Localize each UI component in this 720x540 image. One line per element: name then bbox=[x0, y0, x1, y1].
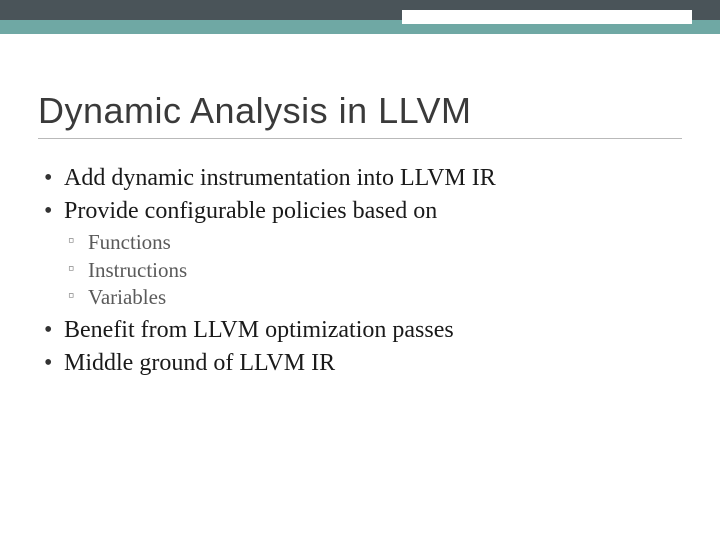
bullet-text: Add dynamic instrumentation into LLVM IR bbox=[64, 165, 496, 191]
bullet-text: Benefit from LLVM optimization passes bbox=[64, 317, 454, 343]
sub-bullet-text: Instructions bbox=[88, 258, 187, 282]
sub-bullet-item: Functions bbox=[64, 229, 682, 256]
decorative-top-band bbox=[0, 0, 720, 36]
slide-content: Dynamic Analysis in LLVM Add dynamic ins… bbox=[38, 90, 682, 382]
sub-bullet-list: Functions Instructions Variables bbox=[64, 229, 682, 311]
sub-bullet-item: Variables bbox=[64, 284, 682, 311]
bullet-item: Provide configurable policies based on F… bbox=[38, 196, 682, 311]
sub-bullet-text: Functions bbox=[88, 230, 171, 254]
slide-title: Dynamic Analysis in LLVM bbox=[38, 90, 682, 132]
band-white-inset bbox=[402, 10, 692, 24]
bullet-text: Middle ground of LLVM IR bbox=[64, 350, 335, 376]
bullet-text: Provide configurable policies based on bbox=[64, 198, 437, 224]
title-underline bbox=[38, 138, 682, 139]
bullet-list: Add dynamic instrumentation into LLVM IR… bbox=[38, 163, 682, 380]
sub-bullet-text: Variables bbox=[88, 285, 166, 309]
bullet-item: Benefit from LLVM optimization passes bbox=[38, 315, 682, 346]
sub-bullet-item: Instructions bbox=[64, 257, 682, 284]
bullet-item: Middle ground of LLVM IR bbox=[38, 348, 682, 379]
bullet-item: Add dynamic instrumentation into LLVM IR bbox=[38, 163, 682, 194]
